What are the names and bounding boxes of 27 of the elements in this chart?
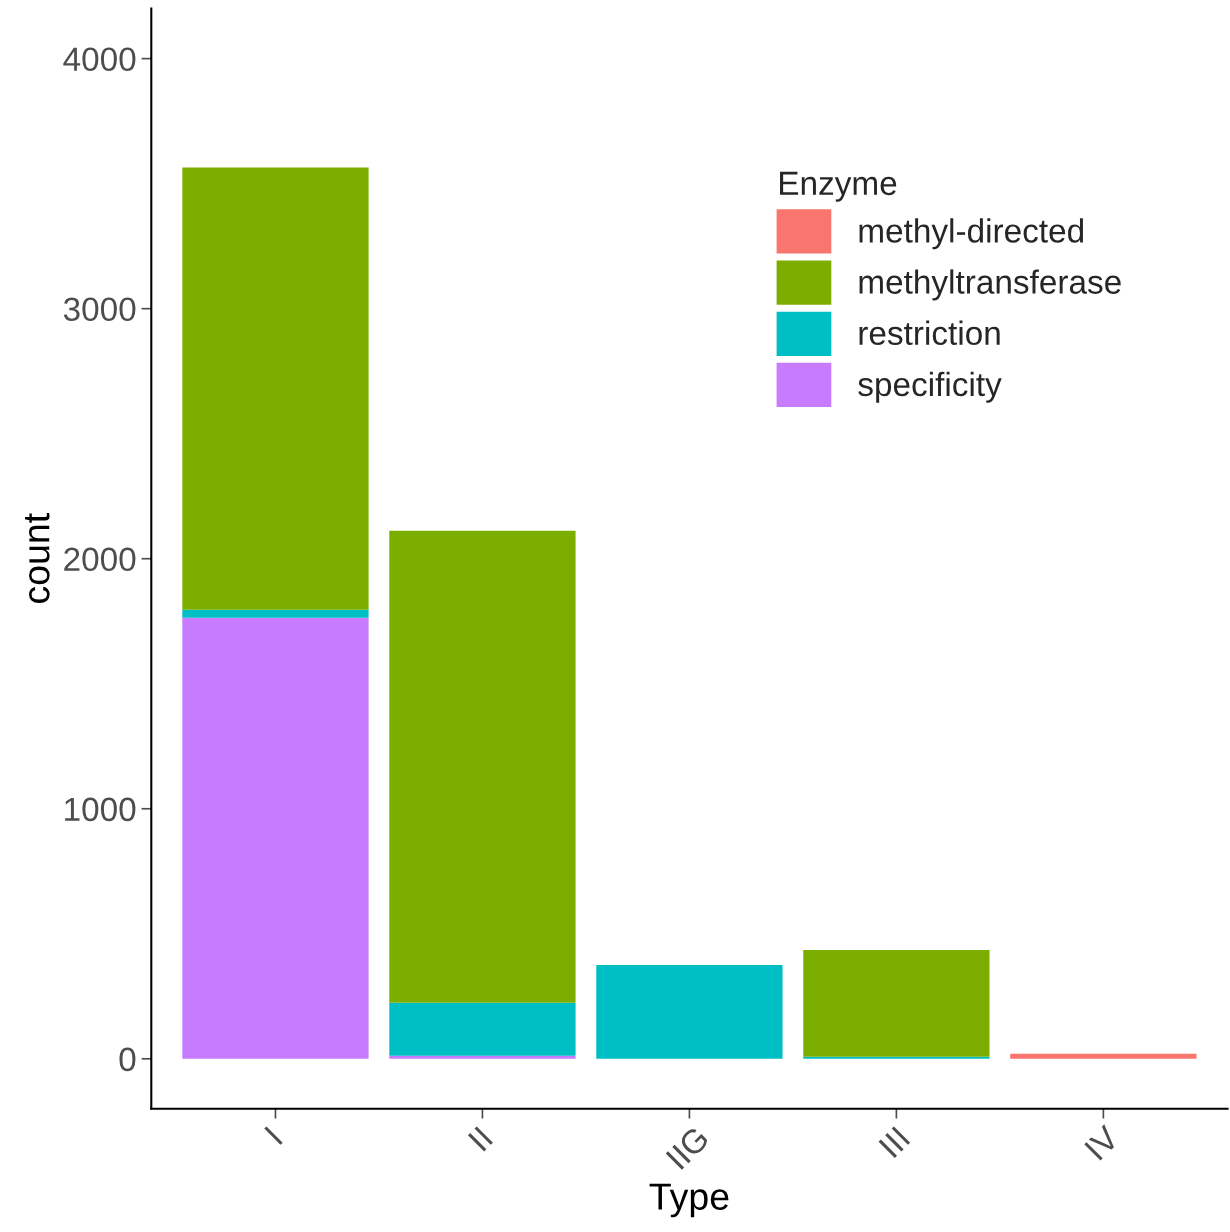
y-tick-label: 0 (119, 1047, 136, 1072)
bar (389, 1055, 576, 1059)
x-tick-label: I (264, 1126, 283, 1145)
legend-label: methyltransferase (859, 269, 1121, 301)
x-axis-title: Type (649, 1183, 729, 1218)
y-tick-label: 1000 (65, 797, 136, 822)
x-tick-label: II (467, 1126, 493, 1152)
y-tick-label: 2000 (64, 547, 136, 572)
x-tick-label: IV (1084, 1124, 1121, 1161)
bar (803, 1056, 990, 1059)
bar (803, 950, 990, 1057)
bar (389, 1002, 576, 1056)
legend-label: methyl-directed (859, 218, 1084, 250)
bar (182, 167, 369, 610)
y-tick-label: 4000 (63, 47, 136, 72)
bar (182, 609, 369, 618)
bar (1010, 1053, 1197, 1059)
legend-label: specificity (858, 371, 1002, 403)
y-axis-title: count (24, 513, 50, 603)
bar (596, 965, 783, 1059)
legend-title: Enzyme (780, 171, 897, 202)
bar (389, 530, 576, 1003)
legend-label: restriction (859, 320, 1000, 346)
bar (182, 617, 369, 1059)
x-tick-label: IIG (665, 1125, 710, 1170)
y-tick-label: 3000 (63, 297, 136, 322)
x-tick-label: III (878, 1126, 911, 1158)
